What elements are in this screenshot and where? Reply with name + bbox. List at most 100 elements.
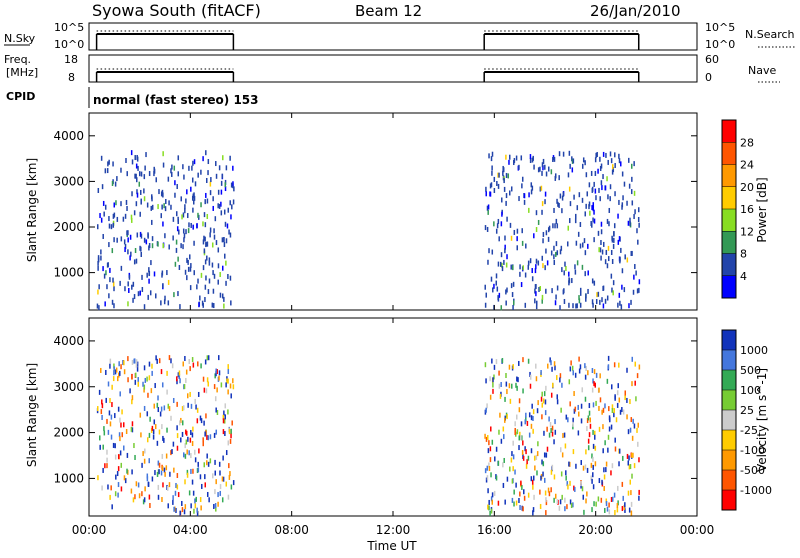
range-gate-cell bbox=[542, 158, 545, 164]
range-gate-cell bbox=[561, 267, 563, 273]
range-gate-cell bbox=[621, 506, 624, 512]
y-tick-label: 4000 bbox=[53, 334, 84, 348]
range-gate-cell bbox=[614, 162, 616, 168]
range-gate-cell bbox=[151, 219, 153, 225]
range-gate-cell bbox=[102, 467, 104, 473]
range-gate-cell bbox=[205, 275, 207, 281]
range-gate-cell bbox=[620, 304, 623, 310]
range-gate-cell bbox=[225, 238, 228, 244]
range-gate-cell bbox=[582, 465, 585, 471]
y-tick-label: 1000 bbox=[53, 266, 84, 280]
range-gate-cell bbox=[213, 228, 215, 234]
range-gate-cell bbox=[198, 448, 200, 454]
range-gate-cell bbox=[120, 486, 123, 492]
range-gate-cell bbox=[604, 507, 606, 513]
range-gate-cell bbox=[224, 414, 226, 420]
range-gate-cell bbox=[530, 182, 533, 188]
range-gate-cell bbox=[141, 274, 143, 280]
range-gate-cell bbox=[580, 418, 583, 424]
range-gate-cell bbox=[157, 407, 160, 413]
range-gate-cell bbox=[172, 216, 175, 222]
range-gate-cell bbox=[143, 497, 146, 503]
range-gate-cell bbox=[584, 396, 587, 402]
range-gate-cell bbox=[551, 425, 554, 431]
range-gate-cell bbox=[167, 300, 170, 306]
range-gate-cell bbox=[206, 460, 208, 466]
range-gate-cell bbox=[113, 370, 115, 376]
range-gate-cell bbox=[177, 372, 180, 378]
range-gate-cell bbox=[633, 190, 636, 196]
range-gate-cell bbox=[191, 432, 194, 438]
range-gate-cell bbox=[199, 415, 202, 421]
range-gate-cell bbox=[145, 239, 148, 245]
range-gate-cell bbox=[575, 240, 578, 246]
range-gate-cell bbox=[189, 266, 192, 272]
range-gate-cell bbox=[222, 429, 225, 435]
range-gate-cell bbox=[202, 441, 204, 447]
range-gate-cell bbox=[547, 363, 549, 369]
range-gate-cell bbox=[212, 288, 215, 294]
range-gate-cell bbox=[521, 240, 524, 246]
range-gate-cell bbox=[592, 378, 594, 384]
range-gate-cell bbox=[490, 508, 493, 514]
range-gate-cell bbox=[587, 270, 589, 276]
range-gate-cell bbox=[136, 232, 139, 238]
range-gate-cell bbox=[598, 387, 600, 393]
range-gate-cell bbox=[223, 410, 225, 416]
range-gate-cell bbox=[592, 464, 594, 470]
range-gate-cell bbox=[585, 293, 587, 299]
range-gate-cell bbox=[554, 173, 557, 179]
range-gate-cell bbox=[224, 403, 227, 409]
range-gate-cell bbox=[576, 205, 579, 211]
range-gate-cell bbox=[131, 395, 134, 401]
range-gate-cell bbox=[185, 198, 187, 204]
range-gate-cell bbox=[627, 460, 630, 466]
range-gate-cell bbox=[512, 304, 514, 310]
range-gate-cell bbox=[178, 229, 180, 235]
range-gate-cell bbox=[591, 205, 593, 211]
range-gate-cell bbox=[221, 265, 224, 271]
range-gate-cell bbox=[193, 508, 195, 514]
range-gate-cell bbox=[223, 209, 226, 215]
range-gate-cell bbox=[613, 412, 615, 418]
range-gate-cell bbox=[539, 166, 541, 172]
range-gate-cell bbox=[224, 186, 227, 192]
range-gate-cell bbox=[539, 286, 542, 292]
range-gate-cell bbox=[605, 249, 608, 255]
range-gate-cell bbox=[486, 465, 489, 471]
range-gate-cell bbox=[214, 396, 217, 402]
range-gate-cell bbox=[228, 474, 231, 480]
range-gate-cell bbox=[609, 184, 612, 190]
range-gate-cell bbox=[202, 221, 204, 227]
range-gate-cell bbox=[626, 257, 629, 263]
range-gate-cell bbox=[557, 201, 559, 207]
range-gate-cell bbox=[190, 468, 192, 474]
range-gate-cell bbox=[601, 185, 603, 191]
range-gate-cell bbox=[217, 247, 220, 253]
range-gate-cell bbox=[207, 435, 210, 441]
range-gate-cell bbox=[206, 491, 209, 497]
range-gate-cell bbox=[100, 155, 103, 161]
range-gate-cell bbox=[567, 172, 570, 178]
range-gate-cell bbox=[600, 229, 603, 235]
range-gate-cell bbox=[532, 428, 534, 434]
range-gate-cell bbox=[143, 384, 146, 390]
range-gate-cell bbox=[507, 173, 510, 179]
range-gate-cell bbox=[534, 288, 536, 294]
range-gate-cell bbox=[230, 428, 232, 434]
range-gate-cell bbox=[161, 453, 164, 459]
range-gate-cell bbox=[119, 417, 121, 423]
range-gate-cell bbox=[489, 510, 491, 516]
range-gate-cell bbox=[184, 479, 186, 485]
range-gate-cell bbox=[143, 387, 145, 393]
range-gate-cell bbox=[232, 181, 234, 187]
range-gate-cell bbox=[143, 237, 146, 243]
range-gate-cell bbox=[204, 482, 207, 488]
range-gate-cell bbox=[591, 453, 593, 459]
range-gate-cell bbox=[585, 365, 587, 371]
range-gate-cell bbox=[119, 450, 122, 456]
range-gate-cell bbox=[485, 191, 487, 197]
range-gate-cell bbox=[104, 301, 106, 307]
range-gate-cell bbox=[503, 457, 505, 463]
